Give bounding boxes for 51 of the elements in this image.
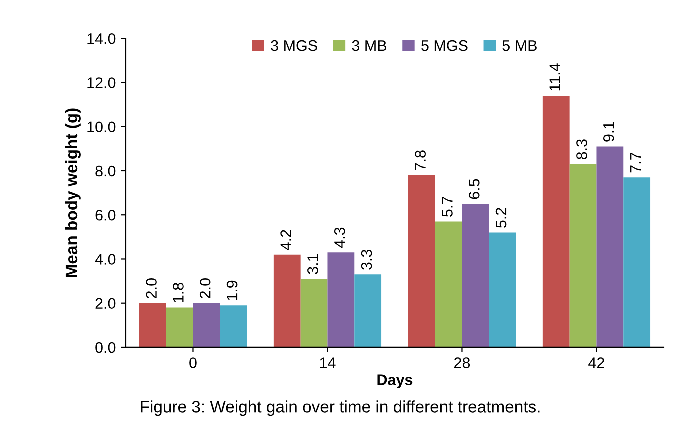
bar (166, 308, 194, 348)
y-tick-label: 2.0 (96, 298, 116, 310)
bar (220, 306, 248, 348)
x-axis-title: Days (378, 374, 413, 388)
data-label: 4.2 (280, 230, 292, 250)
y-tick-label: 8.0 (96, 166, 116, 177)
x-tick-label: 0 (190, 358, 197, 368)
bar (570, 164, 597, 348)
legend-label: 5 MGS (422, 40, 468, 52)
caption: Figure 3: Weight gain over time in different treatments. (141, 400, 540, 416)
data-label: 9.1 (603, 122, 614, 142)
bar (624, 178, 651, 348)
legend-label: 3 MB (352, 40, 387, 52)
data-label: 5.2 (496, 208, 507, 228)
bar (300, 279, 328, 348)
bar (328, 252, 355, 348)
y-tick-label: 12.0 (88, 78, 116, 88)
legend-label: 5 MB (502, 40, 537, 52)
data-label: 1.8 (173, 283, 184, 302)
data-label: 7.8 (415, 150, 426, 170)
y-tick-label: 6.0 (96, 210, 116, 221)
y-axis-title: Mean body weight (g) (65, 108, 81, 278)
data-label: 11.4 (550, 64, 560, 91)
y-tick-label: 10.0 (88, 122, 116, 133)
data-label: 1.9 (226, 280, 238, 300)
bar (596, 146, 624, 348)
x-tick-label: 14 (320, 358, 336, 368)
bar (354, 274, 382, 348)
data-label: 3.1 (308, 254, 318, 274)
y-tick-label: 4.0 (95, 254, 116, 265)
legend-label: 3 MGS (271, 40, 318, 52)
y-tick-label: 14.0 (88, 33, 116, 44)
bar (139, 303, 166, 348)
bar (435, 222, 462, 348)
data-label: 2.0 (200, 278, 211, 298)
bar (489, 232, 516, 348)
bar (408, 175, 436, 348)
data-label: 3.3 (361, 250, 372, 270)
data-label: 2.0 (146, 278, 157, 298)
x-tick-label: 28 (454, 358, 470, 368)
bar (462, 204, 490, 348)
data-label: 4.3 (334, 228, 346, 248)
bar (542, 96, 570, 348)
data-label: 8.3 (576, 140, 588, 160)
bar (193, 303, 220, 348)
y-tick-label: 0.0 (96, 342, 116, 354)
x-tick-label: 42 (588, 358, 604, 368)
data-label: 5.7 (442, 197, 453, 217)
bar (274, 254, 301, 348)
data-label: 7.7 (630, 152, 642, 173)
data-label: 6.5 (468, 179, 480, 200)
